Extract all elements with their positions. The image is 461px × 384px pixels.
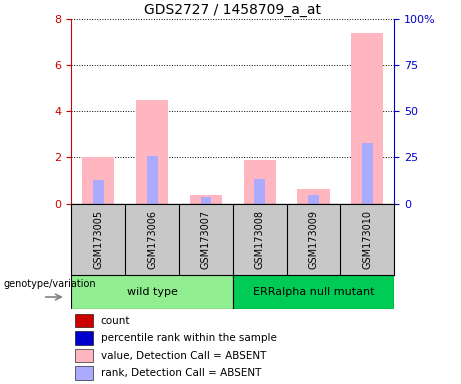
Bar bbox=[254, 179, 265, 204]
Bar bbox=[93, 180, 104, 204]
Bar bbox=[136, 100, 168, 204]
Text: GSM173005: GSM173005 bbox=[93, 210, 103, 268]
Text: wild type: wild type bbox=[127, 287, 177, 297]
Text: percentile rank within the sample: percentile rank within the sample bbox=[101, 333, 277, 343]
Bar bbox=[362, 143, 372, 204]
Bar bbox=[190, 195, 222, 204]
Bar bbox=[75, 314, 93, 327]
Bar bbox=[75, 349, 93, 362]
Bar bbox=[75, 331, 93, 344]
Text: GSM173007: GSM173007 bbox=[201, 210, 211, 268]
Bar bbox=[308, 195, 319, 204]
Bar bbox=[233, 275, 394, 309]
Text: ERRalpha null mutant: ERRalpha null mutant bbox=[253, 287, 374, 297]
Text: value, Detection Call = ABSENT: value, Detection Call = ABSENT bbox=[101, 351, 266, 361]
Text: rank, Detection Call = ABSENT: rank, Detection Call = ABSENT bbox=[101, 368, 261, 378]
Text: GSM173009: GSM173009 bbox=[308, 210, 319, 268]
Text: GSM173010: GSM173010 bbox=[362, 210, 372, 268]
Text: genotype/variation: genotype/variation bbox=[4, 279, 96, 289]
Bar bbox=[201, 197, 211, 204]
Bar bbox=[351, 33, 384, 204]
Bar bbox=[147, 156, 158, 204]
Bar bbox=[71, 275, 233, 309]
Title: GDS2727 / 1458709_a_at: GDS2727 / 1458709_a_at bbox=[144, 3, 321, 17]
Bar bbox=[75, 366, 93, 380]
Bar bbox=[243, 160, 276, 204]
Text: count: count bbox=[101, 316, 130, 326]
Text: GSM173008: GSM173008 bbox=[254, 210, 265, 268]
Bar bbox=[82, 157, 114, 204]
Text: GSM173006: GSM173006 bbox=[147, 210, 157, 268]
Bar bbox=[297, 189, 330, 204]
